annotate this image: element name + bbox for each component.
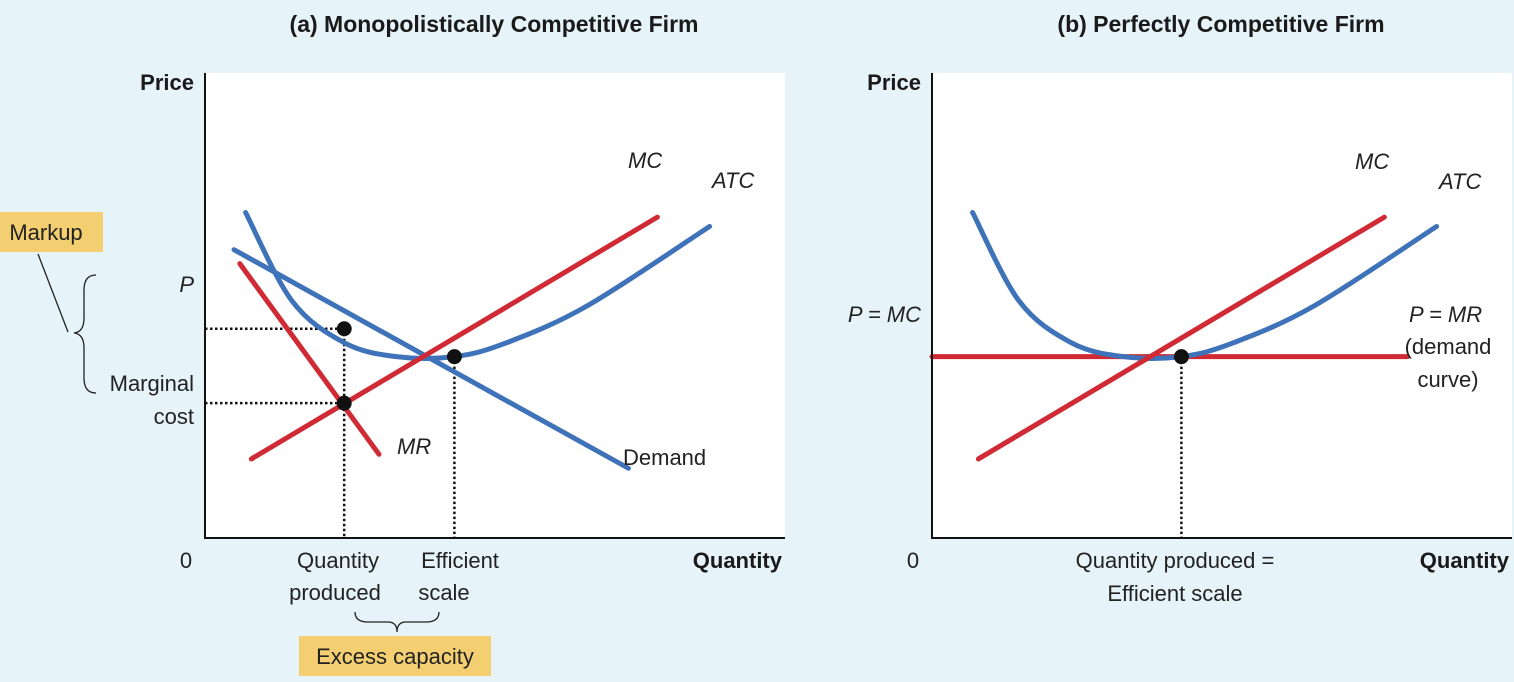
x-tick-label-quantity: Quantity bbox=[297, 548, 379, 573]
point-mr-mc-intersection bbox=[336, 395, 352, 411]
excess-capacity-brace bbox=[354, 611, 440, 633]
excess-capacity-box bbox=[299, 636, 491, 676]
x-tick-label-scale: scale bbox=[418, 580, 469, 605]
point-mc-atc-minimum bbox=[446, 349, 462, 365]
axes-b bbox=[931, 73, 1512, 539]
x-axis-title-b: Quantity bbox=[1420, 548, 1510, 573]
markup-pointer bbox=[37, 253, 69, 333]
y-tick-label-p-equals-mc: P = MC bbox=[848, 302, 921, 327]
x-tick-label-produced: produced bbox=[289, 580, 381, 605]
x-tick-label-efficient-scale-b: Efficient scale bbox=[1107, 581, 1242, 606]
series-label-mc-b: MC bbox=[1355, 149, 1389, 174]
x-tick-label-quantity-produced-equals: Quantity produced = bbox=[1076, 548, 1275, 573]
y-tick-label-cost: cost bbox=[154, 404, 194, 429]
curve-atc-a bbox=[243, 210, 713, 361]
point-demand-atc-tangency bbox=[336, 321, 352, 337]
plot-area-a bbox=[205, 73, 785, 538]
panel-b-perfect: (b) Perfectly Competitive Firm Price Qua… bbox=[848, 11, 1512, 606]
series-label-p-equals-mr: P = MR bbox=[1409, 302, 1482, 327]
panel-a-monopolistic: (a) Monopolistically Competitive Firm Pr… bbox=[0, 11, 785, 676]
point-equilibrium-b bbox=[1173, 349, 1189, 365]
markup-label: Markup bbox=[9, 220, 82, 245]
series-label-atc-b: ATC bbox=[1437, 169, 1481, 194]
demand-curve-label-line1: (demand bbox=[1405, 334, 1492, 359]
y-axis-title-a: Price bbox=[140, 70, 194, 95]
excess-capacity-label: Excess capacity bbox=[316, 644, 474, 669]
y-tick-label-marginal: Marginal bbox=[110, 371, 194, 396]
axes-a bbox=[204, 73, 785, 539]
curve-mc-b bbox=[975, 214, 1387, 462]
series-label-mr: MR bbox=[397, 434, 431, 459]
panel-title-b: (b) Perfectly Competitive Firm bbox=[1057, 11, 1384, 37]
demand-curve-label-line2: curve) bbox=[1417, 367, 1478, 392]
series-label-demand: Demand bbox=[623, 445, 706, 470]
series-label-atc-a: ATC bbox=[710, 168, 754, 193]
curve-mc-a bbox=[248, 214, 660, 462]
curve-mr bbox=[237, 261, 382, 457]
y-axis-title-b: Price bbox=[867, 70, 921, 95]
series-label-mc-a: MC bbox=[628, 148, 662, 173]
x-axis-title-a: Quantity bbox=[693, 548, 783, 573]
panel-title-a: (a) Monopolistically Competitive Firm bbox=[290, 11, 699, 37]
origin-label-b: 0 bbox=[907, 548, 919, 573]
x-tick-label-efficient: Efficient bbox=[421, 548, 499, 573]
origin-label-a: 0 bbox=[180, 548, 192, 573]
curve-atc-b bbox=[970, 210, 1440, 361]
y-tick-label-p: P bbox=[179, 272, 194, 297]
plot-area-b bbox=[932, 73, 1512, 538]
markup-box bbox=[0, 212, 103, 252]
markup-brace bbox=[73, 274, 97, 394]
